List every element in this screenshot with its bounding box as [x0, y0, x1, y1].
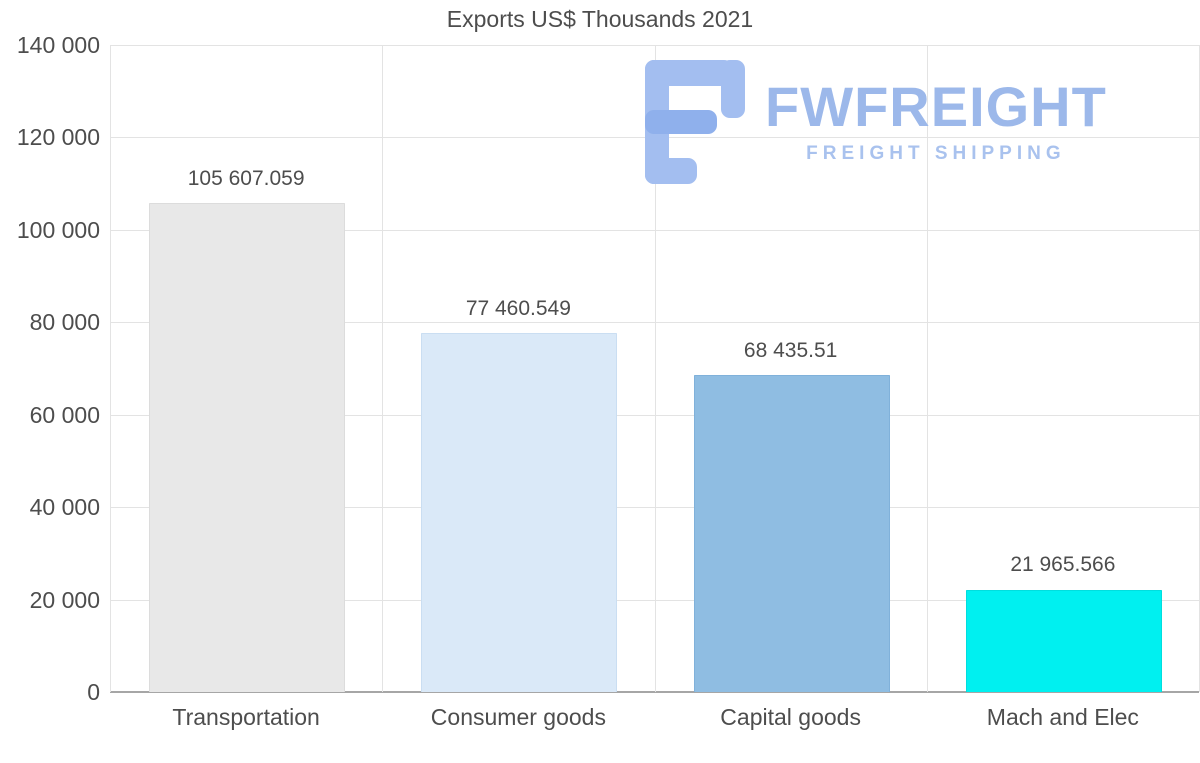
y-tick-label: 0 — [87, 679, 100, 705]
bar-value-label: 105 607.059 — [187, 166, 305, 190]
bar-value-label: 77 460.549 — [465, 297, 571, 321]
y-tick-label: 140 000 — [16, 32, 100, 58]
chart-title: Exports US$ Thousands 2021 — [446, 6, 754, 32]
bar-value-label: 68 435.51 — [743, 338, 838, 362]
bar-mach-and-elec — [965, 589, 1162, 692]
x-category-label: Capital goods — [720, 704, 861, 730]
x-axis-line — [110, 691, 1199, 693]
y-tick-label: 40 000 — [29, 494, 100, 521]
vertical-gridline — [654, 45, 656, 692]
y-axis-line — [110, 45, 111, 692]
x-category-label: Consumer goods — [430, 704, 606, 730]
vertical-gridline — [926, 45, 928, 692]
y-tick-label: 20 000 — [29, 586, 100, 613]
bar-value-label: 21 965.566 — [1010, 553, 1116, 577]
y-tick-label: 80 000 — [29, 309, 100, 336]
bar-transportation — [149, 202, 346, 692]
bar-capital-goods — [693, 374, 890, 692]
y-tick-label: 60 000 — [29, 401, 100, 428]
bar-consumer-goods — [421, 333, 618, 692]
vertical-gridline — [382, 45, 384, 692]
plot-area: 105 607.059 77 460.549 68 435.51 21 965.566 — [110, 45, 1200, 693]
x-category-label: Transportation — [172, 704, 320, 730]
y-tick-label: 120 000 — [16, 124, 100, 151]
y-tick-label: 100 000 — [16, 216, 100, 243]
x-category-label: Mach and Elec — [986, 704, 1139, 730]
